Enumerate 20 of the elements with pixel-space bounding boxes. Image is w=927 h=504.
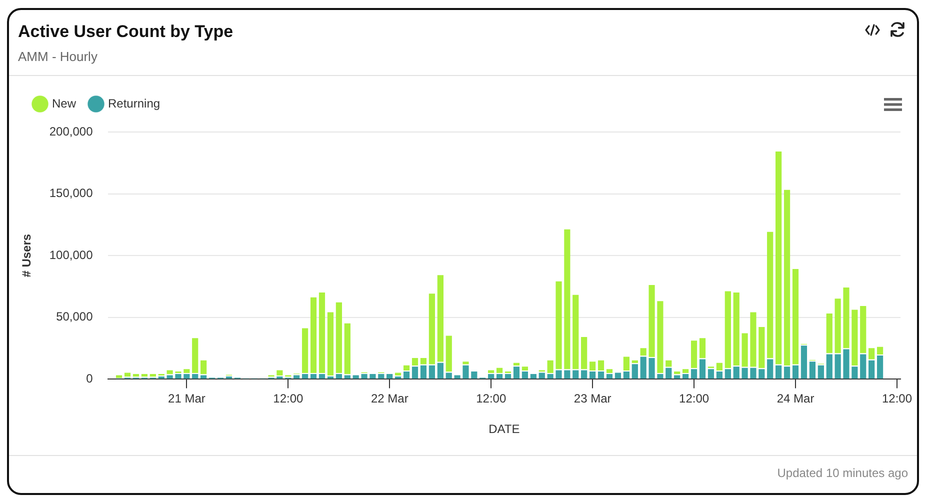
legend-label: Returning <box>108 96 160 110</box>
x-axis-title: DATE <box>488 422 520 436</box>
x-tick-label: 23 Mar <box>574 392 612 406</box>
x-tick-label: 12:00 <box>882 392 912 406</box>
text: Updated 10 minutes ago <box>777 466 908 480</box>
x-tick-label: 22 Mar <box>370 392 408 406</box>
y-tick-label: 200,000 <box>49 124 94 138</box>
x-tick-label: 12:00 <box>273 392 304 406</box>
y-tick-label: 0 <box>86 372 94 386</box>
y-tick-label: 50,000 <box>56 310 94 324</box>
legend-label: New <box>52 96 76 110</box>
chart-subtitle: AMM - Hourly <box>18 49 98 64</box>
x-tick-label: 12:00 <box>476 392 506 406</box>
chart-title: Active User Count by Type <box>18 22 234 42</box>
x-tick-label: 21 Mar <box>168 392 206 406</box>
x-tick-label: 24 Mar <box>776 392 814 406</box>
y-tick-label: 150,000 <box>49 186 94 200</box>
y-tick-label: 100,000 <box>49 248 94 262</box>
y-axis-title: # Users <box>20 234 34 278</box>
x-tick-label: 12:00 <box>679 392 710 406</box>
